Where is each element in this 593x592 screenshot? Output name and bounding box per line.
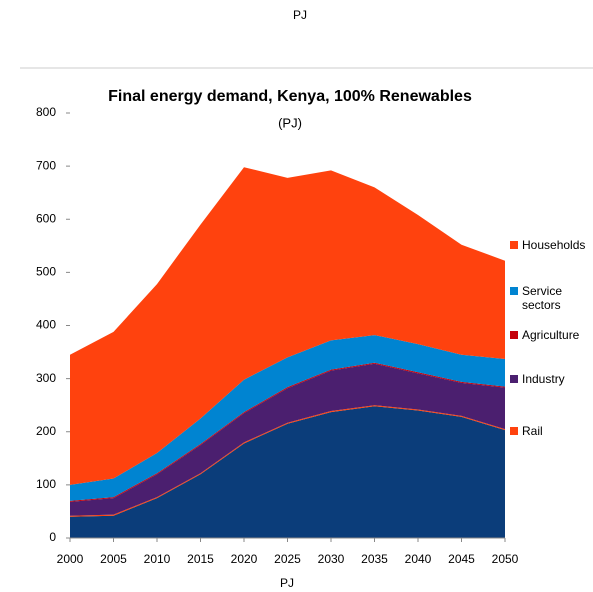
y-tick-label: 800 bbox=[36, 105, 56, 119]
y-tick-label: 600 bbox=[36, 211, 56, 225]
y-tick-label: 400 bbox=[36, 318, 56, 332]
legend-item: Agriculture bbox=[510, 328, 590, 342]
legend-label: Rail bbox=[522, 424, 543, 438]
x-tick-label: 2025 bbox=[274, 552, 301, 566]
legend-swatch bbox=[510, 241, 518, 249]
legend-swatch bbox=[510, 375, 518, 383]
x-tick-label: 2005 bbox=[100, 552, 127, 566]
legend-label: Agriculture bbox=[522, 328, 580, 342]
x-tick-label: 2015 bbox=[187, 552, 214, 566]
chart-title: Final energy demand, Kenya, 100% Renewab… bbox=[108, 88, 472, 105]
y-tick-label: 200 bbox=[36, 424, 56, 438]
x-tick-label: 2010 bbox=[144, 552, 171, 566]
legend-swatch bbox=[510, 331, 518, 339]
chart-subtitle: (PJ) bbox=[278, 115, 302, 130]
x-tick-label: 2050 bbox=[492, 552, 519, 566]
x-tick-label: 2030 bbox=[318, 552, 345, 566]
y-tick-label: 500 bbox=[36, 265, 56, 279]
x-tick-label: 2040 bbox=[405, 552, 432, 566]
area bbox=[70, 406, 505, 538]
legend-label: Industry bbox=[522, 372, 565, 386]
x-tick-label: 2000 bbox=[57, 552, 84, 566]
legend-swatch bbox=[510, 287, 518, 295]
y-tick-label: 300 bbox=[36, 371, 56, 385]
area bbox=[70, 405, 505, 517]
y-tick-label: 700 bbox=[36, 158, 56, 172]
legend-item: Households bbox=[510, 238, 590, 252]
y-tick-label: 100 bbox=[36, 477, 56, 491]
x-axis-label: PJ bbox=[280, 576, 294, 590]
legend-swatch bbox=[510, 427, 518, 435]
area bbox=[70, 167, 505, 485]
legend-item: Industry bbox=[510, 372, 590, 386]
x-tick-label: 2045 bbox=[448, 552, 475, 566]
y-tick-label: 0 bbox=[49, 530, 56, 544]
legend-item: Rail bbox=[510, 424, 590, 438]
x-tick-label: 2020 bbox=[231, 552, 258, 566]
area bbox=[70, 335, 505, 501]
legend-item: Service sectors bbox=[510, 284, 590, 312]
legend-label: Households bbox=[522, 238, 586, 252]
x-tick-label: 2035 bbox=[361, 552, 388, 566]
legend-label: Service sectors bbox=[522, 284, 563, 312]
area bbox=[70, 363, 505, 516]
header-label: PJ bbox=[293, 8, 307, 22]
